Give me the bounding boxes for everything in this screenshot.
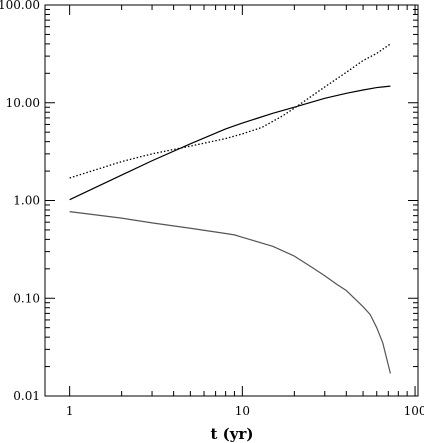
series-line-3 bbox=[69, 211, 392, 374]
plot-frame bbox=[44, 4, 419, 397]
ticks-layer bbox=[45, 4, 418, 397]
series-line-2 bbox=[69, 43, 391, 179]
y-tick-label: 10.00 bbox=[6, 96, 40, 110]
x-tick-label: 10 bbox=[235, 404, 250, 418]
series-layer bbox=[69, 43, 392, 374]
y-tick-label: 100.00 bbox=[0, 0, 40, 12]
x-axis-title: t (yr) bbox=[211, 425, 254, 443]
labels-layer: 1 10 100 0.01 0.10 1.00 10.00 100.00 bbox=[0, 0, 424, 418]
x-tick-label: 100 bbox=[404, 404, 424, 418]
y-tick-label: 0.01 bbox=[13, 389, 40, 403]
series-line-1 bbox=[69, 85, 391, 201]
y-tick-label: 0.10 bbox=[13, 291, 40, 305]
y-tick-label: 1.00 bbox=[13, 194, 40, 208]
x-tick-label: 1 bbox=[66, 404, 74, 418]
